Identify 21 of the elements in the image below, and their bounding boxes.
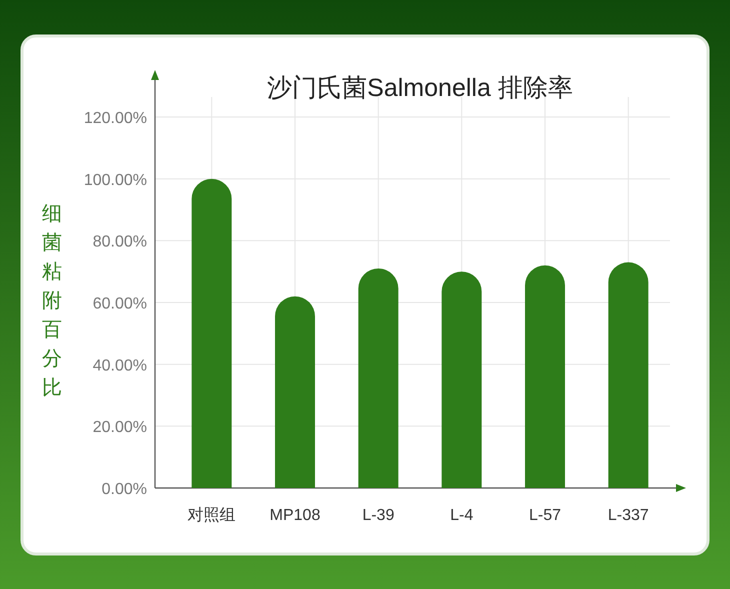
bar bbox=[358, 268, 398, 488]
bar bbox=[525, 265, 565, 488]
bar bbox=[275, 296, 315, 488]
bar bbox=[608, 262, 648, 488]
y-tick-label: 120.00% bbox=[84, 110, 147, 127]
x-tick-label: L-337 bbox=[608, 507, 649, 524]
y-tick-label: 40.00% bbox=[92, 357, 147, 374]
y-tick-label: 0.00% bbox=[102, 481, 147, 498]
bar bbox=[442, 272, 482, 488]
chart-title: 沙门氏菌Salmonella 排除率 bbox=[267, 74, 573, 102]
x-tick-label: L-39 bbox=[362, 507, 394, 524]
y-tick-label: 80.00% bbox=[92, 234, 147, 251]
x-tick-label: 对照组 bbox=[188, 506, 236, 524]
x-tick-label: L-4 bbox=[450, 507, 474, 524]
x-tick-label: L-57 bbox=[528, 507, 562, 524]
y-axis-title: 细菌粘附百分比 bbox=[42, 203, 62, 399]
y-tick-label: 100.00% bbox=[84, 172, 147, 189]
y-tick-label: 60.00% bbox=[92, 296, 147, 312]
bar bbox=[192, 178, 232, 488]
y-tick-label: 20.00% bbox=[92, 419, 147, 436]
x-tick-label: MP108 bbox=[270, 507, 320, 524]
